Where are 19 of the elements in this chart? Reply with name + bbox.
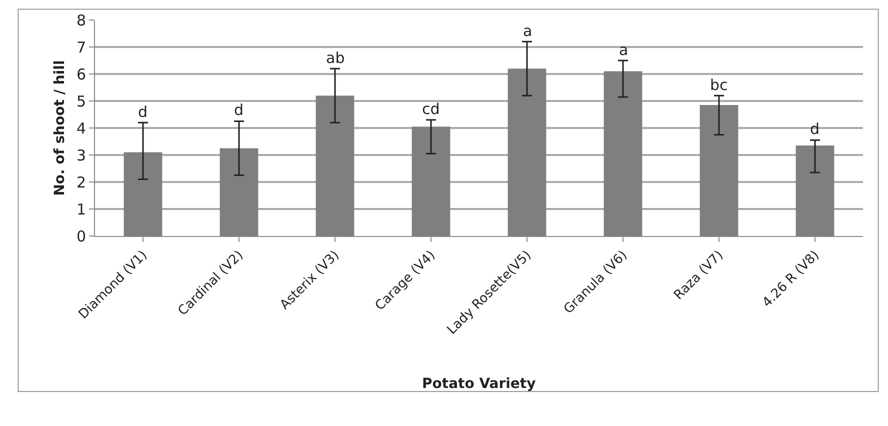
y-tick-label: 7 (76, 38, 86, 56)
y-tick-label: 6 (76, 65, 86, 84)
y-tick-label: 8 (76, 11, 86, 30)
annotation: cd (422, 100, 440, 118)
y-tick-label: 0 (76, 227, 86, 246)
y-tick-label: 5 (76, 92, 86, 110)
x-axis-title: Potato Variety (422, 376, 536, 392)
y-axis-title: No. of shoot / hill (52, 60, 68, 196)
annotation: bc (710, 76, 728, 94)
y-tick-label: 2 (76, 173, 86, 192)
y-tick-label: 3 (76, 146, 86, 164)
annotation: a (523, 22, 532, 40)
annotation: d (138, 103, 148, 121)
annotation: ab (326, 49, 345, 67)
annotation: d (810, 120, 820, 138)
y-tick-label: 4 (76, 119, 86, 138)
annotation: d (234, 101, 244, 119)
annotation: a (619, 41, 628, 59)
y-tick-label: 1 (76, 200, 86, 218)
